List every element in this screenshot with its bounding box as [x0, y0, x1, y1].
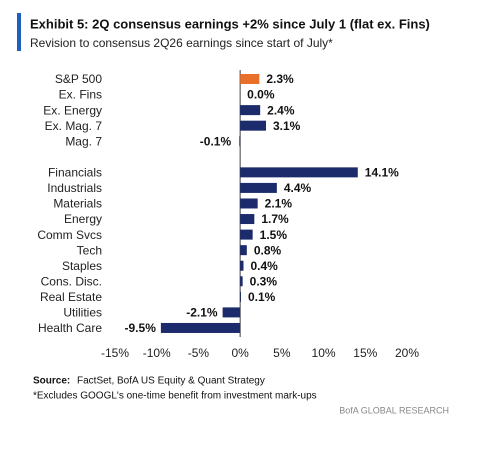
x-tick-label: -10%: [143, 346, 171, 360]
value-label: 2.4%: [267, 103, 295, 117]
y-tick-label: Utilities: [63, 306, 102, 320]
x-tick-label: 15%: [353, 346, 377, 360]
bar: [240, 214, 255, 225]
bar: [240, 276, 243, 287]
value-label: 14.1%: [365, 166, 399, 180]
value-label: 1.5%: [260, 228, 288, 242]
source: FactSet, BofA US Equity & Quant Strategy: [77, 376, 265, 387]
y-tick-label: Ex. Fins: [59, 88, 102, 102]
y-tick-label: Energy: [64, 212, 102, 226]
y-tick-label: Staples: [62, 259, 102, 273]
chart-subtitle: Revision to consensus 2Q26 earnings sinc…: [30, 36, 333, 50]
bar: [160, 322, 241, 333]
bar: [222, 307, 241, 318]
x-tick-label: 5%: [273, 346, 291, 360]
value-label: 0.3%: [250, 274, 278, 288]
y-tick-label: Materials: [53, 197, 102, 211]
y-tick-label: Comm Svcs: [37, 228, 102, 242]
source-label: Source:: [33, 376, 70, 387]
bar: [240, 198, 258, 209]
x-tick-label: 0%: [231, 346, 249, 360]
value-label: 3.1%: [273, 119, 301, 133]
value-label: -2.1%: [186, 306, 218, 320]
y-tick-label: Financials: [48, 166, 102, 180]
y-tick-label: Cons. Disc.: [41, 274, 102, 288]
bar: [240, 229, 253, 240]
accent-bar: [17, 13, 21, 51]
value-label: 0.1%: [248, 290, 276, 304]
y-tick-label: Mag. 7: [65, 134, 102, 148]
chart-title: Exhibit 5: 2Q consensus earnings +2% sin…: [30, 16, 430, 31]
y-tick-label: Tech: [77, 243, 102, 257]
bar: [240, 182, 277, 193]
bar: [240, 245, 247, 256]
y-tick-label: S&P 500: [55, 72, 102, 86]
bar: [240, 120, 267, 131]
y-tick-label: Health Care: [38, 321, 102, 335]
value-label: 0.0%: [247, 88, 275, 102]
brand: BofA GLOBAL RESEARCH: [339, 405, 449, 415]
bar: [239, 136, 241, 147]
bar: [240, 291, 241, 302]
value-label: 0.4%: [250, 259, 278, 273]
bar: [240, 74, 260, 84]
x-tick-label: -15%: [101, 346, 129, 360]
x-tick-label: 10%: [312, 346, 336, 360]
value-label: 2.1%: [265, 197, 293, 211]
y-tick-label: Real Estate: [40, 290, 102, 304]
x-tick-label: -5%: [188, 346, 210, 360]
y-tick-label: Ex. Energy: [43, 103, 102, 117]
value-label: 2.3%: [266, 72, 294, 86]
x-tick-label: 20%: [395, 346, 419, 360]
value-label: 1.7%: [261, 212, 289, 226]
footnote: *Excludes GOOGL's one-time benefit from …: [33, 391, 317, 402]
y-tick-label: Industrials: [47, 181, 102, 195]
bar: [240, 260, 244, 271]
bar: [240, 167, 358, 178]
value-label: -0.1%: [200, 134, 232, 148]
value-label: 0.8%: [254, 243, 282, 257]
bar: [240, 105, 261, 116]
y-tick-label: Ex. Mag. 7: [45, 119, 103, 133]
value-label: -9.5%: [125, 321, 157, 335]
value-label: 4.4%: [284, 181, 312, 195]
